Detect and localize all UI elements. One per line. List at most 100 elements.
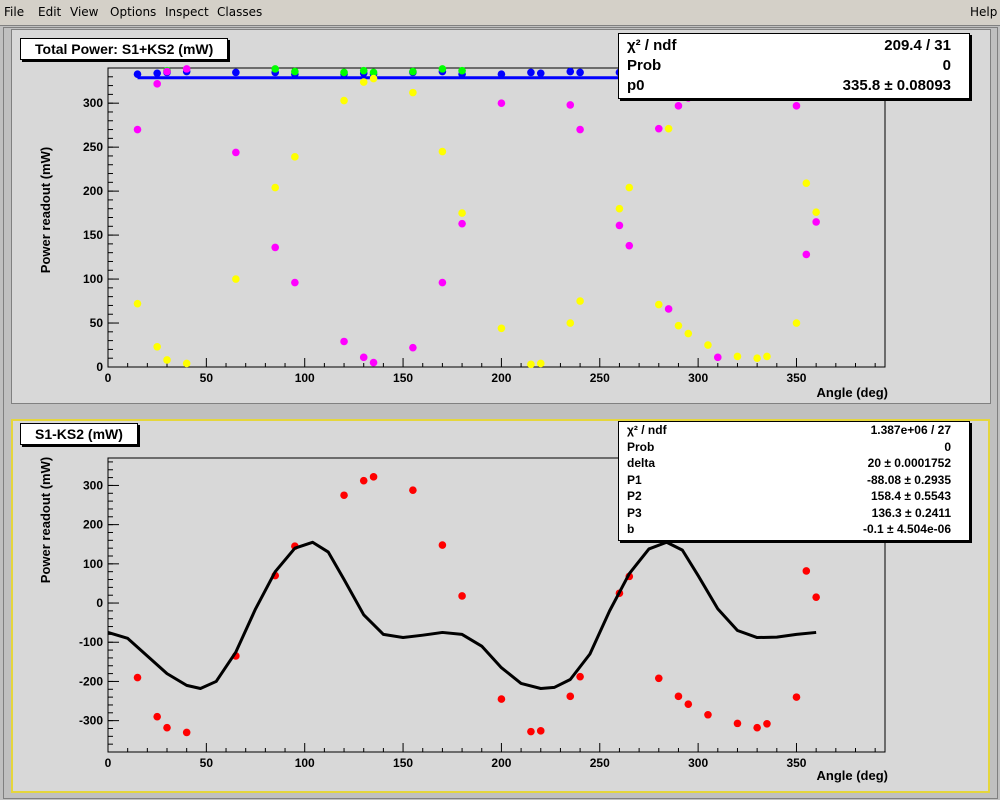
plot1-series0-point (497, 70, 506, 78)
plot2-series0-point (674, 692, 683, 701)
plot2-series0-point (340, 491, 348, 500)
menu-options[interactable]: Options (110, 5, 157, 19)
stat-value: 158.4 ± 0.5543 (871, 489, 951, 503)
plot2-xtick-label: 150 (393, 756, 413, 770)
plot2-series0-point (812, 593, 820, 601)
plot1-series0-point (566, 67, 575, 76)
plot1-series2-point (812, 218, 820, 226)
plot1-series2-point (615, 221, 624, 230)
plot1-series3-point (576, 297, 584, 305)
plot1-series2-point (271, 243, 280, 252)
plot1-title: Total Power: S1+KS2 (mW) (20, 38, 229, 60)
plot2-series0-point (458, 592, 466, 600)
menu-classes[interactable]: Classes (217, 5, 263, 19)
plot2-xtick-label: 50 (200, 756, 214, 770)
plot1-group: 0 50 100 150 200 250 300 350 0 50 100 150 200 250 300 (83, 65, 886, 385)
plot1-xtick-label: 150 (393, 371, 413, 385)
plot2-xlabel: Angle (deg) (817, 768, 889, 783)
plot1-series0-point (536, 69, 545, 78)
plot2-xtick-label: 0 (105, 756, 112, 770)
plot1-series3-point (566, 319, 575, 327)
plot1-series3-point (802, 179, 811, 188)
plot1-ytick-label: 250 (83, 140, 103, 154)
plot2-series0-point (763, 719, 771, 728)
plot2-ytick-label: 200 (83, 518, 103, 532)
plot2-xtick-label: 200 (491, 756, 511, 770)
plot1-series2-point (340, 337, 348, 346)
plot1-series1-point (438, 65, 447, 73)
plot1-xtick-label: 100 (295, 371, 315, 385)
stat-key: χ² / ndf (627, 37, 677, 54)
plot2-series0-point (802, 567, 811, 575)
plot1-series3-point (684, 329, 693, 338)
plot1-xtick-label: 50 (200, 371, 214, 385)
plot1-series2-point (153, 80, 161, 88)
plot1-series2-point (576, 125, 584, 134)
plot1-series3-point (163, 356, 171, 364)
menu-help[interactable]: Help (970, 5, 998, 19)
plot1-series3-point (438, 147, 447, 156)
plot1-series1-point (458, 66, 466, 75)
plot1-series3-point (654, 300, 663, 309)
stat-value: -88.08 ± 0.2935 (867, 472, 951, 487)
plot1-series3-point (753, 354, 761, 363)
plot2-xtick-label: 350 (786, 756, 806, 770)
menu-inspect[interactable]: Inspect (165, 5, 209, 19)
plot1-series2-point (369, 358, 378, 367)
plot1-series1-point (340, 68, 348, 77)
stat-value: 136.3 ± 0.2411 (871, 505, 951, 520)
plot2-ytick-label: -100 (79, 635, 103, 649)
stat-row: P2 158.4 ± 0.5543 (619, 489, 969, 506)
plot1-series0-point (232, 68, 240, 77)
plot2-ylabel: Power readout (mW) (38, 457, 53, 583)
plot2-series0-point (497, 695, 506, 703)
plot2-ytick-label: -300 (79, 714, 103, 728)
menu-edit[interactable]: Edit (38, 5, 62, 19)
plot1-series2-point (409, 343, 417, 352)
menu-file[interactable]: File (4, 5, 25, 19)
plot1-series2-point (133, 125, 142, 134)
plot1-series2-point (163, 67, 171, 76)
plot2-series0-point (438, 541, 447, 549)
plot1-ytick-label: 300 (83, 96, 103, 110)
stat-value: -0.1 ± 4.504e-06 (863, 522, 951, 536)
plot1-series3-point (409, 88, 417, 97)
plot1-series1-point (409, 67, 417, 76)
menu-view[interactable]: View (70, 5, 99, 19)
plot1-series2-point (232, 148, 240, 157)
plot2-ytick-label: -200 (79, 674, 103, 688)
plot2-xtick-label: 300 (688, 756, 708, 770)
plot1-series2-point (359, 353, 368, 362)
plot1-series2-point (802, 250, 811, 259)
plot1-xtick-label: 350 (786, 371, 806, 385)
plot1-series1-point (369, 68, 378, 77)
plot2-series0-point (163, 723, 171, 732)
plot2-series0-point (733, 719, 742, 728)
plot1-series2-point (654, 124, 663, 133)
plot2-frame (107, 457, 886, 753)
stat-row: Prob 0 (619, 57, 969, 77)
plot1-series0-point (133, 70, 142, 78)
plot1-series3-point (625, 183, 634, 192)
plot1-series3-point (359, 78, 368, 86)
plot1-series3-point (497, 324, 506, 333)
plot1-series3-point (340, 96, 348, 105)
stat-value: 0 (942, 57, 951, 74)
plot1-series3-point (527, 360, 535, 369)
plot2-series0-point (153, 712, 161, 721)
plot1-series2-point (792, 102, 801, 110)
stat-key: P3 (627, 505, 642, 520)
plot2-ytick-label: 100 (83, 557, 103, 571)
stat-row: p0 335.8 ± 0.08093 (619, 77, 969, 97)
plot2-series0-point (704, 710, 712, 719)
plot1-series0-point (576, 68, 584, 77)
plot2-series0-point (566, 692, 575, 701)
plot2-series0-point (133, 673, 142, 682)
plot1-stats-box: χ² / ndf 209.4 / 31 Prob 0 p0 335.8 ± 0.08093 (618, 33, 970, 99)
plot1-ytick-label: 50 (90, 316, 104, 330)
stat-value: 1.387e+06 / 27 (870, 423, 951, 437)
plot2-series0-point (684, 700, 693, 708)
plot1-series2-point (438, 278, 447, 287)
stat-row: delta 20 ± 0.0001752 (619, 456, 969, 473)
